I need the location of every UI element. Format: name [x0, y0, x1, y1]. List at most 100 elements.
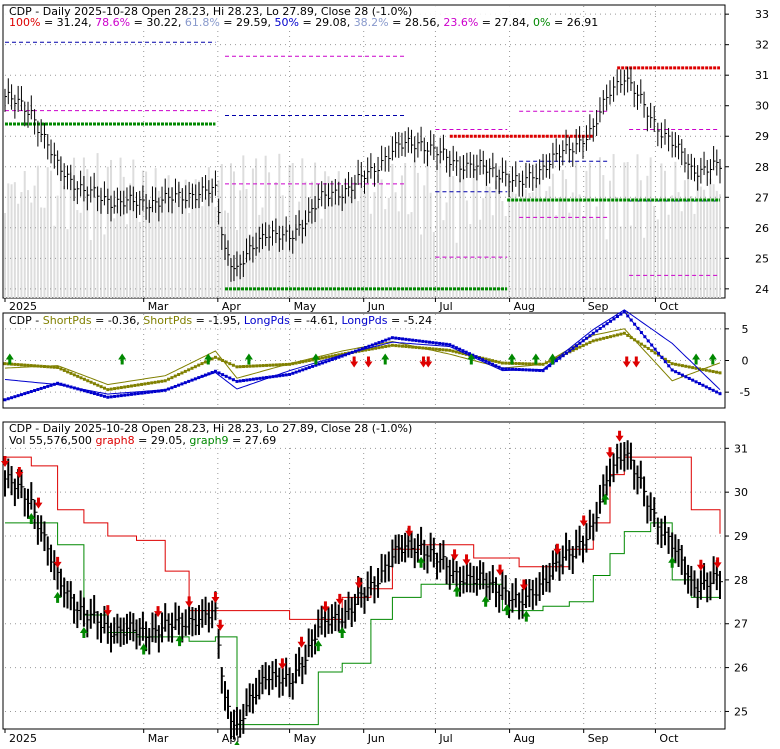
sell-arrow	[579, 515, 588, 527]
price-bar	[609, 80, 612, 105]
volume-bar	[542, 200, 545, 298]
price-bar	[373, 163, 377, 187]
oscillator-dot	[619, 312, 623, 316]
volume-bar	[66, 229, 69, 298]
oscillator-dot	[708, 369, 712, 373]
oscillator-dot	[224, 374, 228, 378]
price-bar	[599, 97, 602, 123]
volume-bar	[595, 206, 598, 298]
price-bar	[384, 147, 388, 172]
oscillator-dot	[605, 335, 609, 339]
fib-legend-number: 29.08	[315, 16, 347, 29]
price-bar	[218, 198, 221, 225]
price-bar	[706, 159, 710, 186]
price-bar	[249, 235, 252, 261]
price-bar	[132, 186, 136, 212]
sep: ,	[178, 16, 185, 29]
x-tick-label: Mar	[148, 732, 169, 745]
volume-bar	[410, 212, 413, 298]
price-bar	[317, 184, 321, 209]
trend-price-bar	[595, 501, 600, 532]
fib-legend-number: 29.59	[236, 16, 268, 29]
oscillator-dot	[42, 385, 46, 389]
oscillator-dot	[677, 363, 681, 367]
oscillator-dot	[92, 392, 96, 396]
fib-legend-label: 50%	[275, 16, 299, 29]
oscillator-dot	[136, 383, 140, 387]
legend-part: graph8	[95, 434, 134, 447]
volume-bar	[304, 181, 307, 298]
buy-arrow	[507, 353, 516, 365]
oscillator-dot	[698, 367, 702, 371]
price-bar	[508, 173, 512, 198]
oscillator-dot	[636, 326, 640, 330]
oscillator-dot	[190, 378, 194, 382]
price-bar	[328, 183, 331, 207]
volume-bar	[17, 203, 20, 298]
oscillator-dot	[370, 347, 374, 351]
oscillator-dot	[421, 339, 425, 343]
volume-bar	[7, 183, 10, 298]
oscillator-dot	[146, 390, 150, 394]
trend-price-bar	[504, 575, 509, 605]
sell-arrow	[297, 636, 306, 648]
oscillator-dot	[89, 380, 93, 384]
oscillator-dot	[49, 383, 53, 387]
price-bar	[377, 156, 381, 183]
oscillator-dot	[231, 363, 235, 367]
legend-part: = -1.95,	[192, 314, 244, 327]
buy-arrow	[311, 353, 320, 365]
oscillator-dot	[407, 345, 411, 349]
price-bar	[168, 187, 171, 213]
oscillator-dot	[414, 345, 418, 349]
oscillator-dot	[197, 363, 201, 367]
oscillator-dot	[454, 350, 458, 354]
oscillator-dot	[364, 345, 368, 349]
sep: ,	[88, 16, 95, 29]
price-bar	[126, 187, 129, 214]
volume-bar	[420, 234, 423, 298]
oscillator-dot	[578, 341, 582, 345]
oscillator-dot	[521, 368, 525, 372]
oscillator-dot	[42, 365, 46, 369]
trend-price-bar	[33, 499, 38, 529]
y-tick-label: 25	[734, 705, 748, 718]
oscillator-dot	[221, 359, 225, 362]
volume-bar	[33, 185, 36, 298]
oscillator-dot	[715, 390, 719, 394]
volume-bar	[347, 190, 350, 298]
oscillator-dot	[327, 355, 331, 359]
price-bar	[668, 127, 671, 152]
oscillator-dot	[663, 357, 667, 361]
price-bar	[63, 163, 67, 190]
price-bar	[532, 164, 535, 191]
volume-bar	[89, 239, 92, 298]
oscillator-dot	[609, 319, 613, 323]
volume-bar	[93, 185, 96, 298]
volume-bar	[578, 194, 581, 298]
price-bar	[86, 186, 90, 211]
oscillator-dot	[3, 398, 7, 402]
sell-arrow	[350, 356, 359, 368]
volume-bar	[646, 175, 649, 298]
volume-bar	[125, 224, 128, 298]
oscillator-dot	[86, 390, 90, 394]
y-tick-label: 31	[734, 442, 748, 455]
y-tick-label: 32	[755, 39, 769, 52]
oscillator-dot	[59, 382, 63, 386]
volume-bar	[432, 232, 435, 298]
volume-bar	[261, 207, 264, 298]
y-tick-label: 5	[742, 323, 749, 336]
oscillator-dot	[210, 371, 214, 375]
price-x-axis: 2025 Mar Apr May Jun Jul Aug Sep Oct	[4, 298, 679, 313]
oscillator-dot	[143, 382, 147, 386]
oscillator-dot	[10, 396, 14, 400]
volume-bar	[132, 159, 135, 298]
fib-legend-value: =	[130, 16, 146, 29]
price-bar	[205, 175, 208, 200]
oscillator-panel-title: CDP - ShortPds = -0.36, ShortPds = -1.95…	[9, 314, 432, 327]
fib-legend-value: =	[478, 16, 494, 29]
oscillator-dot	[224, 360, 228, 364]
oscillator-dot	[261, 376, 265, 380]
volume-bar	[575, 161, 578, 298]
